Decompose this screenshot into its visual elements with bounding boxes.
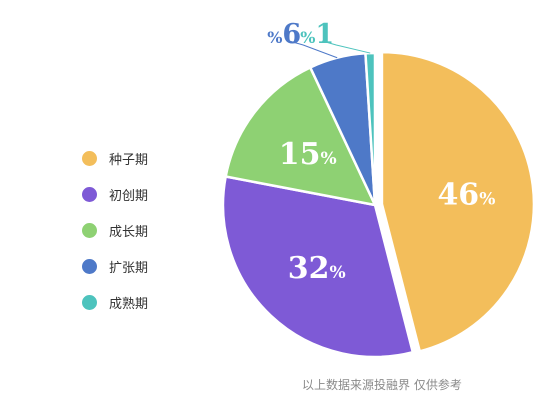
legend-marker-expansion [82,258,97,274]
pie-slice-growth[interactable] [224,65,378,207]
legend-marker-seed [82,150,97,166]
pie-slice-startup[interactable] [221,175,415,359]
data-label-seed: 46% [437,177,495,212]
legend-item-mature[interactable]: 成熟期 [82,284,148,320]
pie-slice-seed[interactable] [380,50,536,353]
source-note: 以上数据来源投融界 仅供参考 [302,378,462,392]
legend-marker-startup [82,186,97,202]
legend-label-growth: 成长期 [109,224,149,240]
leader-lines [289,40,371,59]
leader-line-expansion [289,40,338,59]
data-label-startup: 32% [288,251,346,286]
legend-label-seed: 种子期 [109,152,149,168]
pie-slices [221,50,536,359]
legend-marker-growth [82,222,97,238]
slice-labels: 46% 32% 15% %6 %1 [267,19,495,286]
pie-slice-mature[interactable] [364,51,377,206]
legend-label-expansion: 扩张期 [109,260,149,276]
legend-label-mature: 成熟期 [109,296,149,312]
data-label-expansion: %6 [267,19,301,50]
data-label-growth: 15% [279,137,337,172]
legend-item-expansion[interactable]: 扩张期 [82,248,148,284]
legend: 种子期 初创期 成长期 扩张期 成熟期 [82,140,148,320]
leader-line-mature [322,40,371,54]
legend-item-seed[interactable]: 种子期 [82,140,148,176]
legend-marker-mature [82,294,97,310]
legend-item-startup[interactable]: 初创期 [82,176,148,212]
data-label-mature: %1 [300,19,334,50]
legend-item-growth[interactable]: 成长期 [82,212,148,248]
legend-label-startup: 初创期 [109,188,149,204]
